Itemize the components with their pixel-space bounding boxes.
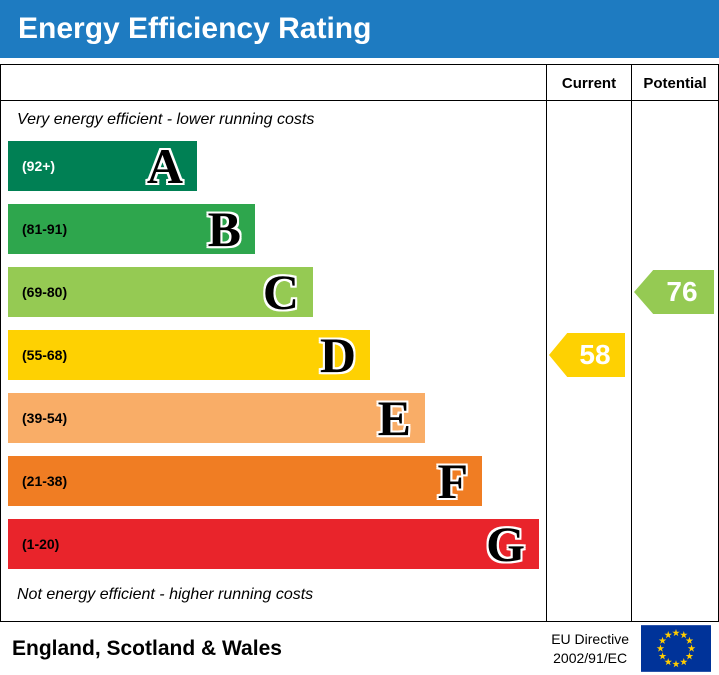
band-bar-f: (21-38) F [8, 456, 482, 506]
eu-directive-line2: 2002/91/EC [553, 649, 628, 666]
band-letter: E [377, 390, 411, 446]
current-rating-marker: 58 [549, 333, 625, 377]
footer: England, Scotland & Wales EU Directive 2… [0, 622, 719, 675]
column-header-potential: Potential [643, 74, 707, 92]
potential-column-divider [631, 65, 632, 621]
band-letter: B [207, 201, 241, 257]
chart-box: Current Potential Very energy efficient … [0, 64, 719, 622]
eu-flag-icon [641, 625, 711, 672]
current-rating-value: 58 [579, 339, 611, 370]
potential-rating-value: 76 [666, 276, 698, 307]
band-letter: G [486, 516, 525, 572]
current-column-divider [546, 65, 547, 621]
band-row-b: (81-91) B [8, 204, 539, 267]
eu-directive-label: EU Directive 2002/91/EC [551, 630, 629, 668]
band-range: (81-91) [22, 221, 68, 237]
band-bar-e: (39-54) E [8, 393, 425, 443]
band-bar-d: (55-68) D [8, 330, 370, 380]
band-range: (92+) [22, 158, 56, 174]
band-range: (69-80) [22, 284, 68, 300]
region-label: England, Scotland & Wales [12, 636, 282, 660]
column-header-row: Current Potential [1, 65, 718, 101]
band-row-d: (55-68) D [8, 330, 539, 393]
potential-rating-marker: 76 [634, 270, 714, 314]
band-row-g: (1-20) G [8, 519, 539, 582]
banner: Energy Efficiency Rating [0, 0, 719, 58]
band-letter: A [146, 138, 183, 194]
top-note: Very energy efficient - lower running co… [17, 111, 315, 128]
band-row-e: (39-54) E [8, 393, 539, 456]
band-range: (1-20) [22, 536, 60, 552]
band-range: (55-68) [22, 347, 68, 363]
band-row-c: (69-80) C [8, 267, 539, 330]
band-row-f: (21-38) F [8, 456, 539, 519]
eu-directive-line1: EU Directive [551, 630, 629, 647]
band-range: (21-38) [22, 473, 68, 489]
band-letter: D [319, 327, 356, 383]
band-bar-c: (69-80) C [8, 267, 313, 317]
rating-bands: (92+) A (81-91) B (69-80) C (55-68) [8, 141, 539, 582]
band-row-a: (92+) A [8, 141, 539, 204]
band-bar-a: (92+) A [8, 141, 197, 191]
page-title: Energy Efficiency Rating [18, 12, 372, 45]
band-bar-b: (81-91) B [8, 204, 255, 254]
bottom-note: Not energy efficient - higher running co… [17, 586, 314, 603]
column-header-current: Current [561, 74, 617, 92]
band-bar-g: (1-20) G [8, 519, 539, 569]
band-letter: C [262, 264, 299, 320]
band-letter: F [437, 453, 468, 509]
band-range: (39-54) [22, 410, 68, 426]
